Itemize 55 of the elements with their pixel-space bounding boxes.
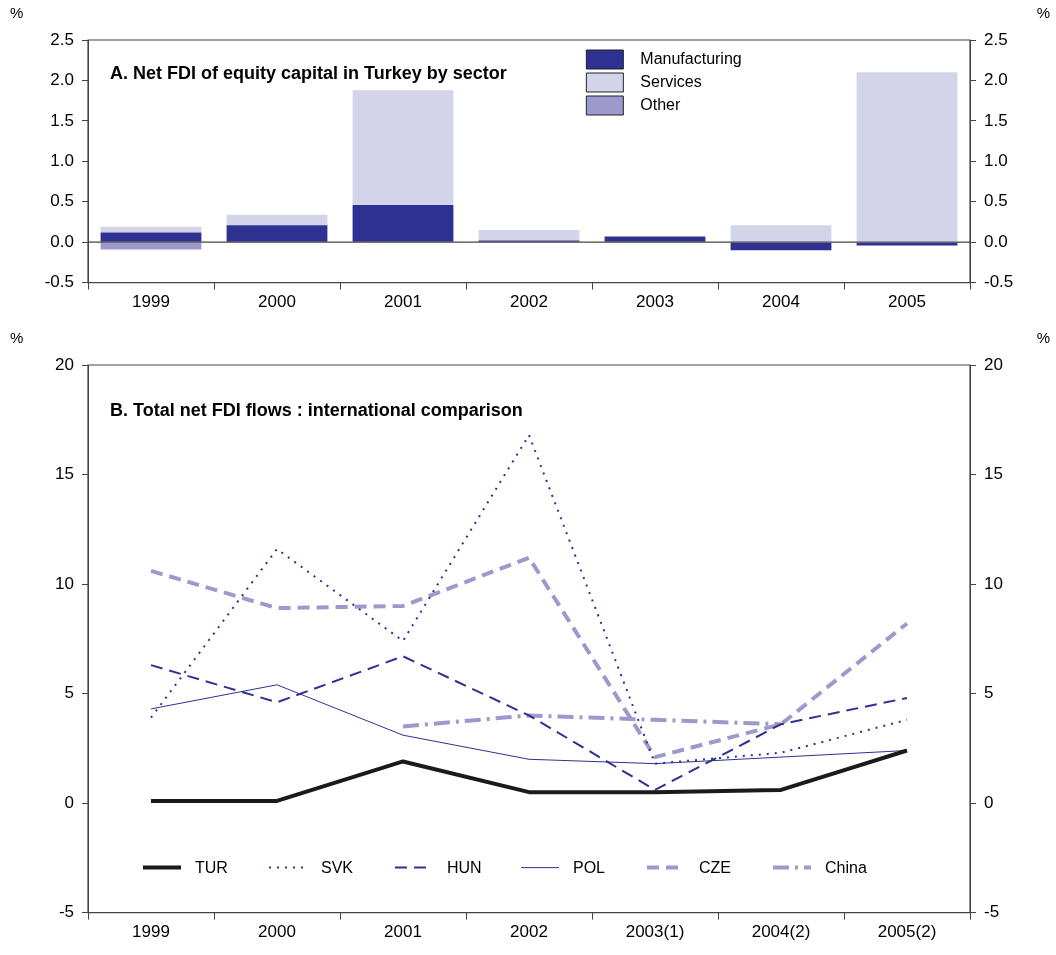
y2-tick-label: 2.0 [984,70,1008,90]
legend-label: China [825,859,867,877]
legend-label: HUN [447,859,482,877]
y2-tick-label: 5 [984,683,994,703]
y2-tick-label: 0.0 [984,231,1008,251]
x-tick-label: 2002 [510,292,548,312]
y2-tick-label: 20 [984,354,1003,374]
legend-label: SVK [321,859,354,877]
y2-axis-title: % [1036,329,1050,347]
x-tick-label: 2004 [762,292,800,312]
y-axis-title: % [10,4,24,22]
y2-tick-label: 1.0 [984,150,1008,170]
legend-label: CZE [699,859,731,877]
text: B. Total net FDI flows : international comparison [110,399,523,420]
y-tick-label: -5 [58,902,74,922]
x-tick-label: 2003 [636,292,674,312]
y2-tick-label: 0.5 [984,191,1008,211]
y2-tick-label: 15 [984,464,1003,484]
text: A. Net FDI of equity capital in Turkey by sector [110,62,507,83]
x-tick-label: 2001 [384,292,422,312]
legend-label: Manufacturing [640,50,742,68]
x-tick-label: 2004(2) [751,922,811,942]
y-tick-label: 1.0 [50,150,74,170]
x-tick-label: 2000 [258,292,296,312]
legend-label: Other [640,96,682,114]
y-tick-label: 2.0 [50,70,74,90]
y-tick-label: 20 [55,354,74,374]
legend-label: POL [573,859,606,877]
y2-tick-label: -5 [984,902,1000,922]
y2-tick-label: 0 [984,792,994,812]
y-axis-title: % [10,329,24,347]
y2-tick-label: -0.5 [984,272,1014,292]
y-tick-label: -0.5 [44,272,74,292]
y-tick-label: 0 [64,792,74,812]
x-tick-label: 2001 [384,922,422,942]
y-tick-label: 0.5 [50,191,74,211]
legend-label: TUR [195,859,228,877]
y2-axis-title: % [1036,4,1050,22]
y2-tick-label: 2.5 [984,29,1008,49]
x-tick-label: 2000 [258,922,296,942]
x-tick-label: 1999 [132,292,170,312]
y-tick-label: 10 [55,573,74,593]
x-tick-label: 2002 [510,922,548,942]
y-tick-label: 2.5 [50,29,74,49]
legend-label: Services [640,73,702,91]
y-tick-label: 1.5 [50,110,74,130]
y-tick-label: 0.0 [50,231,74,251]
x-tick-label: 2005 [888,292,926,312]
y-tick-label: 15 [55,464,74,484]
x-tick-label: 2003(1) [625,922,685,942]
y2-tick-label: 10 [984,573,1003,593]
y-tick-label: 5 [64,683,74,703]
x-tick-label: 2005(2) [877,922,937,942]
y2-tick-label: 1.5 [984,110,1008,130]
x-tick-label: 1999 [132,922,170,942]
